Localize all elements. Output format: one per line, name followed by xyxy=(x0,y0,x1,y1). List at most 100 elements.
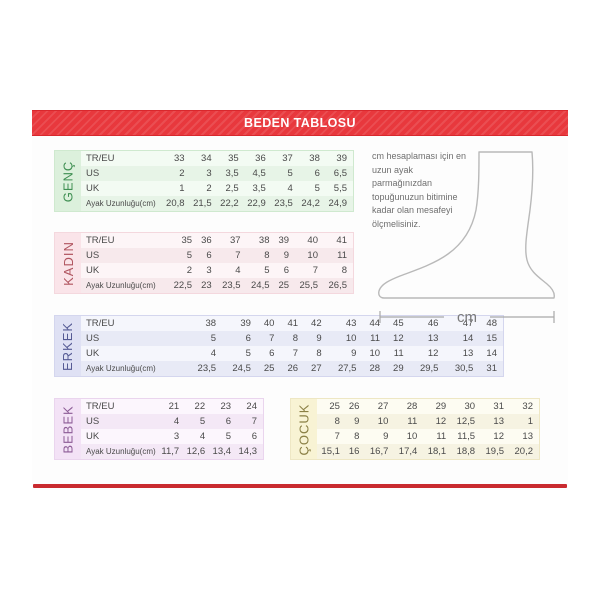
size-table-label-text: KADIN xyxy=(60,240,76,286)
table-row: US 2 3 3,5 4,5 5 6 6,5 xyxy=(81,166,353,181)
table-cell: 31 xyxy=(479,361,503,376)
table-row: TR/EU 21 22 23 24 xyxy=(81,399,263,414)
cm-dimension-line xyxy=(379,311,555,323)
table-cell: 5 xyxy=(187,331,223,346)
row-header: Ayak Uzunluğu(cm) xyxy=(81,444,161,459)
row-header: Ayak Uzunluğu(cm) xyxy=(81,278,170,293)
table-cell: 26,5 xyxy=(324,278,353,293)
table-row: TR/EU 38 39 40 41 42 43 44 45 46 47 48 xyxy=(81,316,503,331)
table-cell: 5 xyxy=(169,248,199,263)
table-cell: 4 xyxy=(287,183,293,194)
table-cell: 11 xyxy=(324,248,353,263)
table-row: US 5 6 7 8 9 10 11 xyxy=(81,248,353,263)
page-title: BEDEN TABLOSU xyxy=(244,116,356,130)
row-header: Ayak Uzunluğu(cm) xyxy=(81,196,164,211)
table-cell: 4 xyxy=(235,265,241,276)
table-cell: 4 xyxy=(160,414,186,429)
size-table-label-text: ERKEK xyxy=(60,321,76,371)
row-header: UK xyxy=(86,348,100,359)
size-table-body-cocuk: 25 26 27 28 29 30 31 32 8 9 10 11 12 12,5 13 1 7 8 9 10 11 11… xyxy=(317,399,539,459)
table-cell: 21 xyxy=(168,401,180,412)
table-cell: 23 xyxy=(198,278,218,293)
table-row: Ayak Uzunluğu(cm) 20,8 21,5 22,2 22,9 23,5 24,… xyxy=(81,196,353,211)
row-header: TR/EU xyxy=(86,401,115,412)
table-cell: 6 xyxy=(269,348,275,359)
table-cell: 6 xyxy=(298,166,326,181)
table-cell: 2 xyxy=(186,265,193,276)
table-cell: 6,5 xyxy=(325,166,353,181)
row-header: UK xyxy=(86,431,100,442)
table-cell: 34 xyxy=(201,153,212,164)
table-cell: 1 xyxy=(510,414,539,429)
table-cell: 11 xyxy=(393,348,404,359)
table-cell: 7 xyxy=(312,265,318,276)
table-cell: 26 xyxy=(348,401,360,412)
table-cell: 33 xyxy=(173,153,185,164)
table-cell: 28 xyxy=(406,401,418,412)
table-cell: 23,5 xyxy=(217,278,247,293)
table-cell: 3 xyxy=(190,166,218,181)
table-cell: 2,5 xyxy=(225,183,239,194)
table-cell: 13,4 xyxy=(211,444,238,459)
table-cell: 7 xyxy=(334,431,340,442)
size-table-label-bebek: BEBEK xyxy=(55,399,81,459)
table-cell: 35 xyxy=(181,235,193,246)
table-cell: 23,5 xyxy=(187,361,223,376)
table-cell: 18,1 xyxy=(423,444,453,459)
table-cell: 22,9 xyxy=(244,196,272,211)
table-cell: 8 xyxy=(341,265,347,276)
row-header: UK xyxy=(86,265,100,276)
table-cell: 29,5 xyxy=(409,361,445,376)
table-cell: 6 xyxy=(211,414,238,429)
table-cell: 45 xyxy=(393,318,404,329)
row-header: US xyxy=(81,248,170,263)
table-cell: 41 xyxy=(287,318,299,329)
table-cell: 20,8 xyxy=(163,196,191,211)
table-cell: 29 xyxy=(435,401,447,412)
size-table-cocuk: ÇOCUK 25 26 27 28 29 30 31 32 8 9 10 11 12 12,5 13 1 7 8 9 1… xyxy=(290,398,540,460)
table-row: 7 8 9 10 11 11,5 12 13 xyxy=(317,429,539,444)
table-cell: 46 xyxy=(427,318,439,329)
table-cell: 14 xyxy=(486,348,497,359)
size-table-genc: GENÇ TR/EU 33 34 35 36 37 38 39 US 2 3 3,5 4,5 5 6 6,5 UK… xyxy=(54,150,354,212)
table-cell: 31 xyxy=(493,401,504,412)
size-table-kadin: KADIN TR/EU 35 36 37 38 39 40 41 US 5 6 7 8 9 10 11 UK 2 3 4… xyxy=(54,232,354,294)
table-cell: 12 xyxy=(493,431,504,442)
size-table-body-bebek: TR/EU 21 22 23 24 US 4 5 6 7 UK 3 4 5 6 Ayak Uzunluğu(c… xyxy=(81,399,263,459)
table-cell: 39 xyxy=(278,235,290,246)
table-cell: 39 xyxy=(336,153,347,164)
table-cell: 1 xyxy=(179,183,185,194)
table-cell: 23 xyxy=(220,401,232,412)
table-cell: 8 xyxy=(280,331,305,346)
table-cell: 9 xyxy=(304,331,328,346)
table-cell: 13 xyxy=(522,431,533,442)
foot-side-profile-icon: cm xyxy=(378,151,555,326)
table-cell: 43 xyxy=(345,318,357,329)
table-cell: 40 xyxy=(307,235,318,246)
table-cell: 8 xyxy=(354,431,360,442)
table-cell: 38 xyxy=(205,318,217,329)
table-cell: 21,5 xyxy=(190,196,218,211)
table-row: US 5 6 7 8 9 10 11 12 13 14 15 xyxy=(81,331,503,346)
table-cell: 37 xyxy=(230,235,241,246)
table-cell: 42 xyxy=(311,318,322,329)
table-cell: 5 xyxy=(185,414,212,429)
table-cell: 22 xyxy=(194,401,206,412)
table-cell: 4 xyxy=(210,348,217,359)
table-cell: 6 xyxy=(283,265,290,276)
table-cell: 35 xyxy=(228,153,239,164)
table-cell: 14 xyxy=(444,331,480,346)
table-cell: 5 xyxy=(245,348,251,359)
table-cell: 5 xyxy=(264,265,270,276)
size-chart-card: BEDEN TABLOSU GENÇ TR/EU 33 34 35 36 37 38 39 US 2… xyxy=(32,110,568,490)
table-cell: 10 xyxy=(327,331,363,346)
row-header: TR/EU xyxy=(86,153,115,164)
table-cell: 38 xyxy=(258,235,270,246)
table-cell: 24,5 xyxy=(246,278,276,293)
table-cell: 6 xyxy=(251,431,257,442)
table-cell: 9 xyxy=(345,414,366,429)
table-cell: 47 xyxy=(462,318,474,329)
table-cell: 11,7 xyxy=(160,444,186,459)
table-cell: 13 xyxy=(409,331,445,346)
